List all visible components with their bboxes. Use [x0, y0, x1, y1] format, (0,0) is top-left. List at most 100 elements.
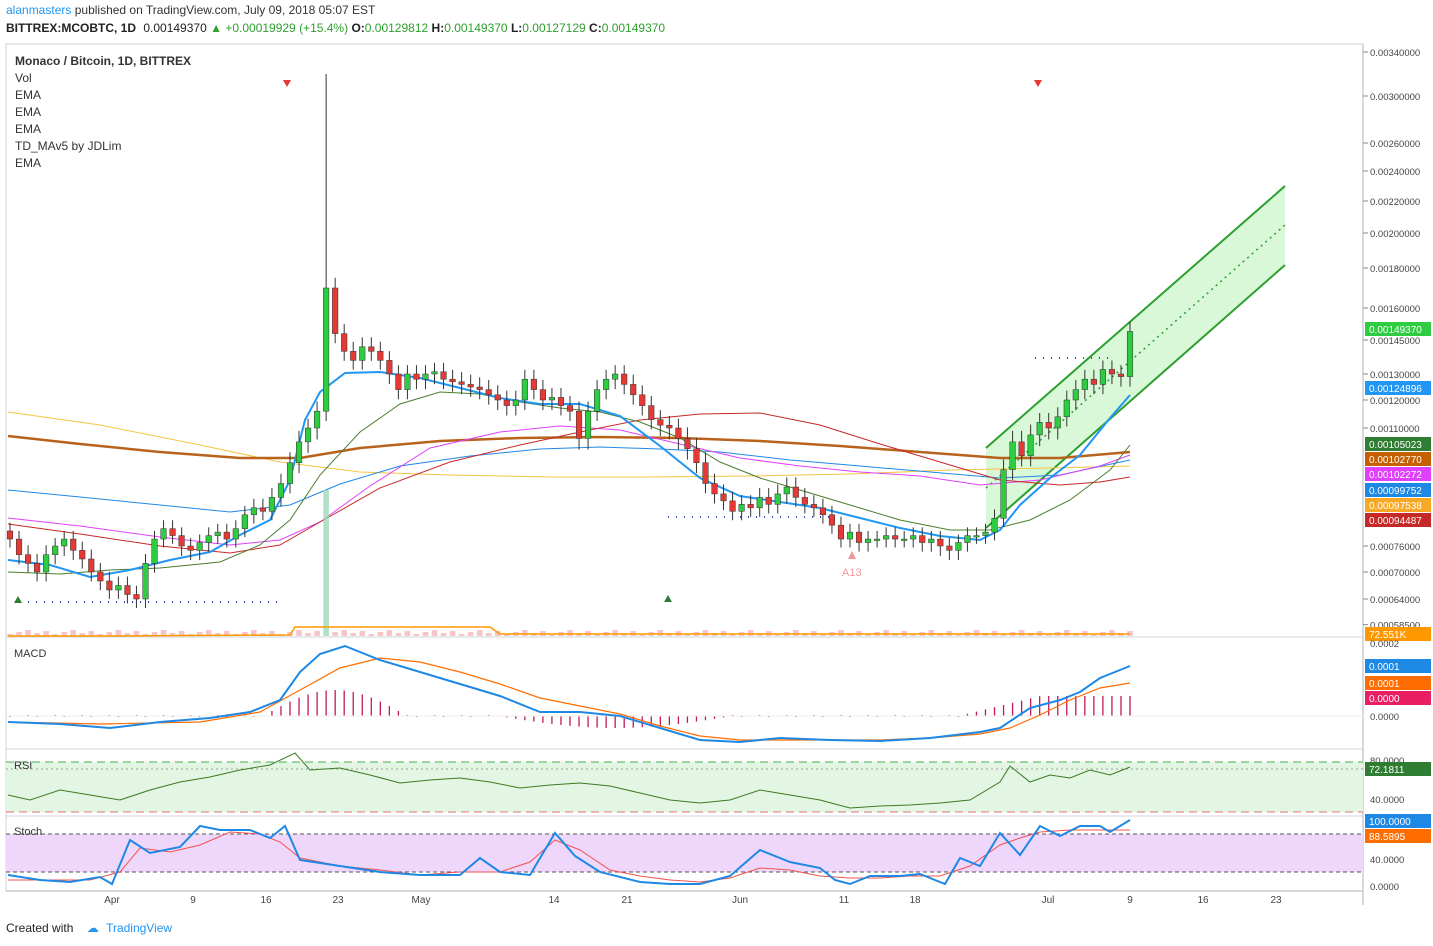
legend-item-ema-2[interactable]: EMA [15, 105, 42, 119]
candle-body [846, 531, 854, 540]
volume-bar [594, 634, 600, 636]
candle-body [196, 542, 203, 551]
time-axis-label: Jun [732, 895, 748, 906]
volume-bar [449, 631, 456, 636]
candle-body [855, 531, 863, 543]
open-value: 0.00129812 [364, 21, 429, 35]
macd-line [7, 644, 1131, 744]
volume-bar [973, 630, 980, 636]
author-link[interactable]: alanmasters [6, 3, 72, 17]
candle-body [810, 504, 817, 509]
candle-body [124, 585, 131, 595]
candle-body [512, 399, 519, 406]
macd-badge-label: 0.0000 [1369, 694, 1400, 705]
candle-body [413, 373, 420, 380]
candle-body [431, 371, 438, 375]
legend-item-ema-3[interactable]: EMA [15, 122, 42, 136]
volume-bar [503, 634, 510, 636]
candle-body [205, 535, 212, 543]
candle-body [774, 493, 781, 505]
volume-bar [61, 632, 67, 636]
candle-body [15, 538, 23, 555]
stoch-tick-label: 0.0000 [1370, 882, 1399, 893]
candle-body [747, 504, 754, 509]
time-axis-label: 9 [1127, 895, 1133, 906]
candle-body [982, 531, 989, 536]
price-badge [1365, 483, 1431, 497]
price-badge-label: 0.00097538 [1369, 501, 1422, 512]
price-badge-label: 0.00094487 [1369, 516, 1422, 527]
time-axis-label: Jul [1042, 895, 1055, 906]
candle-body [1090, 378, 1097, 385]
ohlc-header: BITTREX:MCOBTC, 1D 0.00149370 ▲ +0.00019… [6, 21, 665, 35]
candle-body [386, 360, 393, 375]
tradingview-brand-link[interactable]: TradingView [106, 921, 173, 935]
candle-body [729, 500, 736, 512]
candle-body [305, 427, 312, 443]
time-axis-label: 9 [190, 895, 196, 906]
candle-body [323, 287, 330, 412]
candle-body [241, 514, 248, 529]
candle-body [1117, 373, 1125, 377]
candle-body [34, 563, 41, 573]
price-badge [1365, 498, 1431, 512]
volume-bars [7, 490, 1133, 636]
rsi-label[interactable]: RSI [14, 760, 33, 772]
price-tick-label: 0.00064000 [1370, 595, 1420, 606]
candle-body [1036, 422, 1043, 436]
volume-bar [422, 632, 429, 636]
volume-bar [747, 630, 754, 636]
stoch-label[interactable]: Stoch [14, 826, 43, 838]
candle-body [539, 389, 546, 401]
candle-body [1108, 369, 1115, 375]
change-value: +0.00019929 (+15.4%) [225, 21, 349, 35]
price-badge [1365, 467, 1431, 481]
macd-label[interactable]: MACD [14, 648, 47, 660]
macd-axis: 0.0002 0.0000 0.0001 0.0001 0.0000 [1365, 639, 1431, 723]
volume-bar [793, 630, 799, 636]
volume-bar [955, 634, 962, 636]
candle-body [783, 486, 790, 495]
sell-arrow-marker-2 [1034, 80, 1042, 87]
time-axis-labels: Apr 9 16 23 May 14 21 Jun 11 18 Jul 9 16 23 [104, 895, 1282, 906]
time-axis-label: May [412, 895, 431, 906]
candle-body [133, 594, 140, 600]
study-legend: Monaco / Bitcoin, 1D, BITTREX Vol EMA EM… [15, 53, 191, 172]
buy-arrow-marker-3 [848, 551, 856, 559]
legend-item-vol[interactable]: Vol [15, 71, 32, 85]
price-axis-ticks: 0.00340000 0.00300000 0.00260000 0.00240000… [1363, 48, 1420, 632]
candle-body [648, 405, 655, 420]
candle-body [711, 483, 718, 495]
ema-orange-long [7, 411, 1131, 478]
last-price: 0.00149370 [143, 21, 207, 35]
volume-bar [684, 634, 691, 636]
price-badge-label: 0.00149370 [1369, 325, 1422, 336]
candle-body [819, 507, 826, 516]
volume-bar [314, 631, 320, 636]
candle-body [476, 386, 483, 390]
time-axis-label: 16 [1197, 895, 1209, 906]
volume-bar [567, 630, 573, 636]
legend-item-ema-4[interactable]: EMA [15, 156, 42, 170]
price-badge [1365, 627, 1431, 641]
candle-body [937, 538, 944, 547]
candlestick-series [6, 74, 1134, 608]
tradingview-logo-icon[interactable]: ☁ [86, 921, 99, 935]
volume-bar [178, 631, 185, 636]
candle-body [232, 528, 239, 540]
volume-bar [160, 630, 167, 636]
rsi-badge [1365, 762, 1431, 776]
price-badge-label: 0.00124896 [1369, 384, 1422, 395]
price-badge [1365, 437, 1431, 451]
volume-bar [269, 631, 275, 636]
candle-body [530, 378, 537, 390]
legend-item-td-mav[interactable]: TD_MAv5 by JDLim [15, 139, 122, 153]
candle-body [630, 384, 637, 396]
volume-bar [133, 631, 140, 636]
candle-body [332, 287, 339, 334]
macd-badge [1365, 691, 1431, 705]
candle-body [765, 497, 772, 505]
candle-body [214, 531, 221, 536]
legend-item-ema-1[interactable]: EMA [15, 88, 42, 102]
